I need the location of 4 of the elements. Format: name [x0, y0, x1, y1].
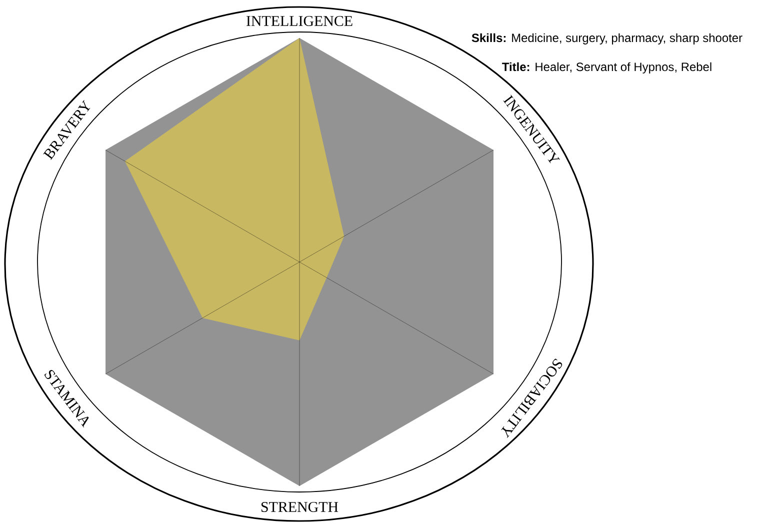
text: Title: Healer, Servant of Hypnos, Rebel [502, 62, 712, 74]
spoke-label: INTELLIGENCE [246, 16, 352, 26]
spoke-label: STRENGTH [261, 502, 338, 512]
text: Skills: Medicine, surgery, pharmacy, sharp shooter [472, 33, 742, 44]
